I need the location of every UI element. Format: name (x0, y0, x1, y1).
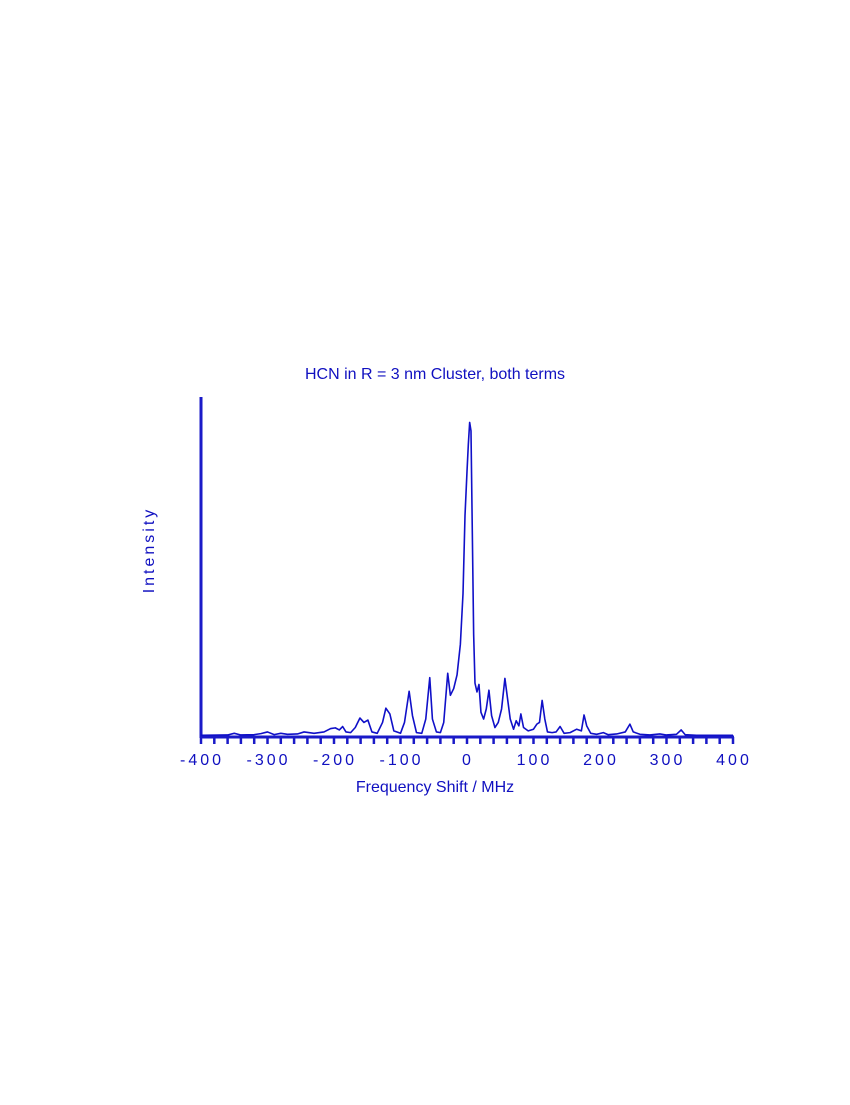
chart-title: HCN in R = 3 nm Cluster, both terms (305, 366, 565, 383)
x-tick-label: -200 (313, 752, 357, 769)
y-axis-label: Intensity (141, 507, 158, 594)
x-tick-label: -300 (246, 752, 290, 769)
spectrum-line (200, 421, 733, 737)
x-axis-label: Frequency Shift / MHz (356, 779, 514, 796)
x-tick-label: 300 (650, 752, 686, 769)
x-tick-label: 100 (517, 752, 553, 769)
x-tick-label: -400 (180, 752, 224, 769)
x-tick-label: -100 (379, 752, 423, 769)
x-tick-label: 0 (462, 752, 474, 769)
x-tick-label: 200 (583, 752, 619, 769)
x-tick-label: 400 (716, 752, 752, 769)
